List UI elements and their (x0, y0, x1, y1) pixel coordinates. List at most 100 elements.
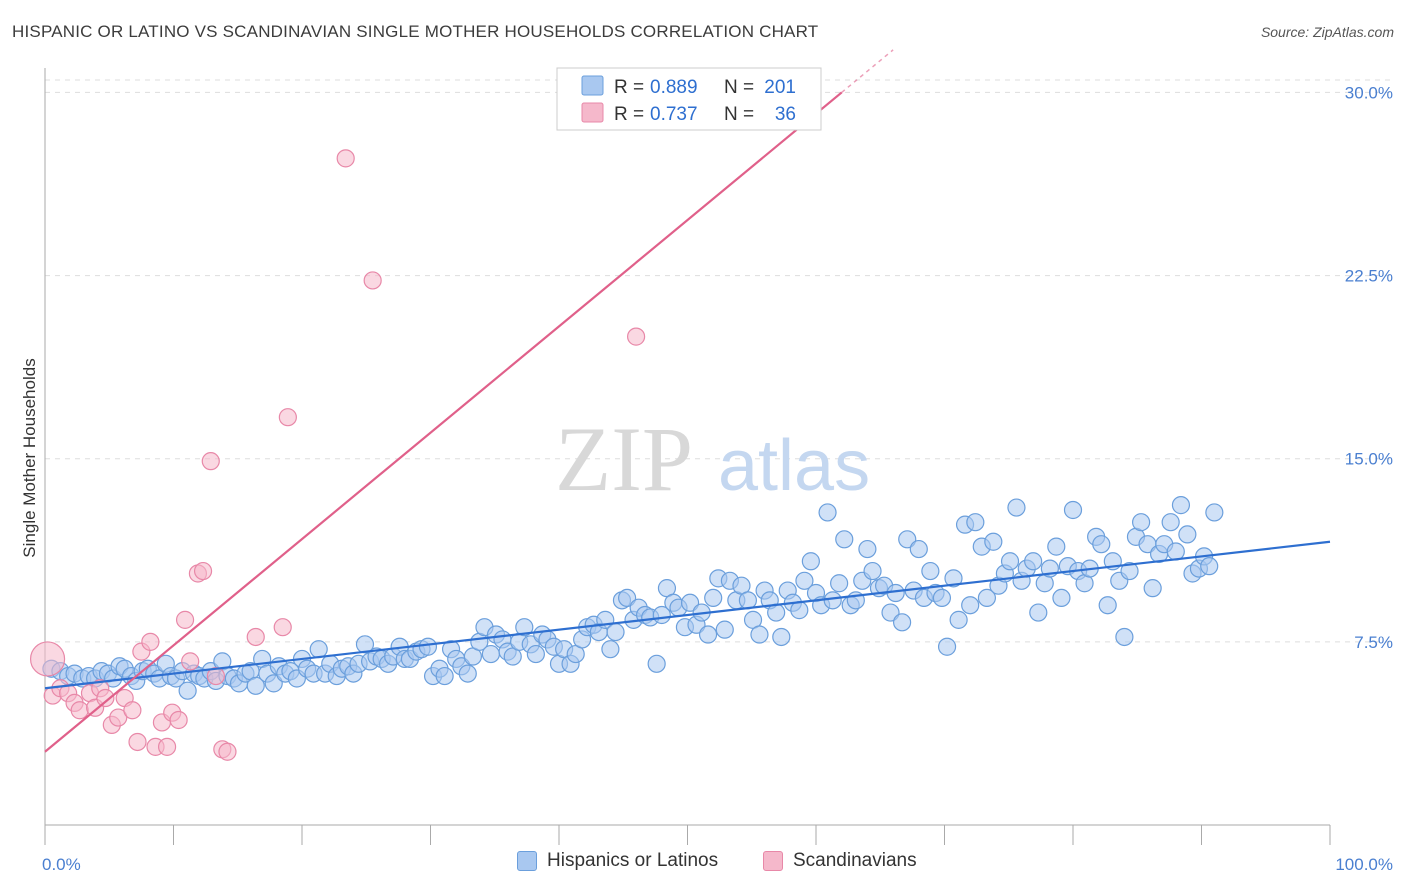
legend-r-value-2: 0.737 (650, 104, 698, 125)
point-hispanic (1161, 513, 1180, 532)
legend-r-label-2: R = (614, 104, 644, 125)
point-hispanic (863, 561, 882, 581)
series-scandinavians-points (29, 149, 646, 761)
point-hispanic (949, 610, 968, 629)
point-hispanic (1205, 503, 1224, 522)
trend-lines (44, 49, 1331, 753)
point-scandinavian (246, 627, 265, 647)
point-hispanic (801, 552, 820, 571)
watermark: ZIP atlas (555, 408, 870, 510)
point-hispanic (680, 593, 700, 612)
point-hispanic (1052, 588, 1071, 608)
point-hispanic (458, 664, 477, 683)
point-scandinavian (175, 610, 195, 629)
bottom-legend-item-blue: Hispanics or Latinos (517, 850, 718, 872)
point-hispanic (1120, 561, 1139, 581)
y-tick-labels: 7.5% 15.0% 22.5% 30.0% (1345, 83, 1393, 651)
point-hispanic (944, 569, 963, 588)
y-tick-label-2: 22.5% (1345, 267, 1393, 286)
point-hispanic (881, 603, 900, 622)
point-hispanic (750, 625, 769, 644)
point-hispanic (835, 530, 854, 549)
point-hispanic (898, 530, 917, 549)
point-scandinavian (626, 327, 646, 346)
point-scandinavian (363, 271, 382, 290)
point-hispanic (418, 637, 438, 656)
point-scandinavian (157, 737, 177, 756)
point-scandinavian (201, 452, 220, 471)
point-hispanic (892, 613, 912, 632)
point-hispanic (618, 588, 637, 608)
point-hispanic (818, 503, 837, 522)
point-hispanic (515, 618, 534, 637)
y-axis-label: Single Mother Households (20, 358, 39, 557)
bottom-legend-swatch-blue (517, 851, 537, 871)
legend-swatch-pink (581, 102, 604, 123)
legend-n-value-2: 36 (775, 104, 796, 125)
point-hispanic (1092, 535, 1111, 554)
point-hispanic (795, 571, 814, 590)
point-scandinavian (96, 688, 115, 708)
point-hispanic (1115, 627, 1134, 647)
point-hispanic (698, 625, 718, 644)
point-scandinavian (273, 618, 292, 637)
source-label: Source: ZipAtlas.com (1260, 24, 1394, 40)
point-scandinavian (169, 710, 188, 730)
point-hispanic (309, 640, 328, 659)
legend-n-value-1: 201 (764, 77, 796, 98)
legend: R = 0.889 N = 201 R = 0.737 N = 36 (556, 67, 822, 131)
point-hispanic (932, 588, 952, 608)
point-hispanic (264, 674, 283, 693)
point-hispanic (1007, 498, 1026, 517)
point-hispanic (178, 681, 197, 700)
point-hispanic (1143, 579, 1162, 598)
y-tick-label-1: 15.0% (1345, 450, 1393, 469)
chart-title: HISPANIC OR LATINO VS SCANDINAVIAN SINGL… (12, 22, 819, 41)
point-hispanic (1166, 542, 1185, 561)
legend-n-label-1: N = (724, 77, 754, 98)
point-hispanic (823, 591, 842, 610)
point-hispanic (1132, 513, 1151, 532)
point-hispanic (715, 620, 734, 639)
point-hispanic (601, 640, 620, 659)
point-scandinavian (181, 652, 200, 671)
point-scandinavian (123, 701, 142, 720)
y-tick-label-3: 30.0% (1345, 83, 1393, 102)
bottom-legend-label-blue: Hispanics or Latinos (547, 850, 719, 871)
point-hispanic (961, 596, 980, 615)
bottom-legend-swatch-pink (763, 851, 783, 871)
point-hispanic (858, 539, 877, 559)
point-hispanic (738, 591, 757, 610)
point-hispanic (647, 654, 666, 673)
trend-line-scandinavian (44, 91, 843, 753)
point-hispanic (1029, 603, 1048, 622)
point-scandinavian (70, 701, 89, 720)
point-hispanic (1098, 596, 1117, 615)
point-hispanic (526, 644, 545, 664)
point-hispanic (1200, 557, 1219, 576)
x-tick-right: 100.0% (1335, 855, 1393, 874)
point-scandinavian (29, 641, 66, 677)
point-hispanic (246, 676, 265, 695)
point-hispanic (435, 666, 454, 686)
bottom-legend-label-pink: Scandinavians (793, 850, 917, 871)
point-hispanic (481, 644, 500, 664)
bottom-legend-item-pink: Scandinavians (763, 850, 917, 872)
point-scandinavian (206, 666, 226, 686)
point-scandinavian (141, 632, 160, 651)
point-hispanic (830, 574, 849, 593)
legend-n-label-2: N = (724, 104, 754, 125)
point-hispanic (1000, 552, 1020, 571)
point-scandinavian (336, 149, 355, 168)
point-hispanic (977, 588, 997, 608)
point-hispanic (772, 627, 791, 647)
legend-r-label-1: R = (614, 77, 644, 98)
point-hispanic (1171, 496, 1191, 515)
legend-swatch-blue (581, 75, 604, 96)
watermark-zip: ZIP (555, 408, 693, 510)
point-scandinavian (109, 708, 128, 727)
point-hispanic (984, 532, 1003, 551)
point-hispanic (704, 588, 723, 608)
trend-line-hispanic (44, 540, 1331, 690)
point-hispanic (921, 561, 940, 581)
